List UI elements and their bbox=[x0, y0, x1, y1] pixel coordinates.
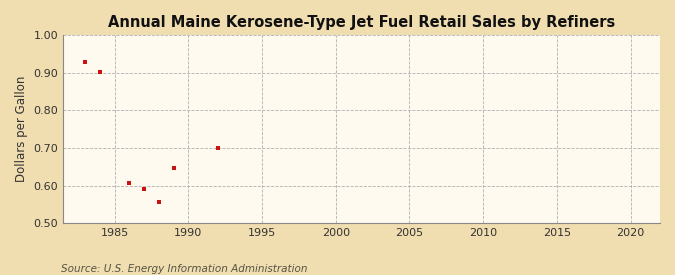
Title: Annual Maine Kerosene-Type Jet Fuel Retail Sales by Refiners: Annual Maine Kerosene-Type Jet Fuel Reta… bbox=[108, 15, 615, 30]
Point bbox=[124, 180, 135, 185]
Y-axis label: Dollars per Gallon: Dollars per Gallon bbox=[15, 76, 28, 182]
Point bbox=[213, 146, 223, 150]
Point bbox=[80, 59, 90, 64]
Text: Source: U.S. Energy Information Administration: Source: U.S. Energy Information Administ… bbox=[61, 264, 307, 274]
Point bbox=[168, 165, 179, 170]
Point bbox=[95, 70, 105, 74]
Point bbox=[139, 186, 150, 191]
Point bbox=[153, 200, 164, 204]
